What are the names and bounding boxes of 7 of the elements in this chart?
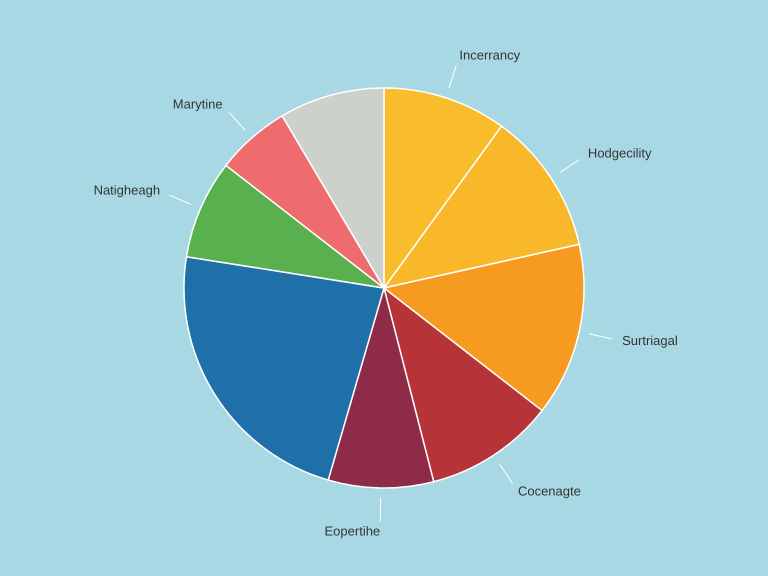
slice-label: Cocenagte [518, 484, 581, 499]
slice-label: Marytine [172, 96, 223, 112]
slice-label: Incerrancy [459, 48, 521, 63]
slice-label: Hodgecility [588, 146, 652, 161]
slice-label: Eopertihe [324, 524, 380, 539]
slice-label: Natigheagh [94, 182, 160, 198]
slice-label: Surtriagal [622, 332, 678, 348]
